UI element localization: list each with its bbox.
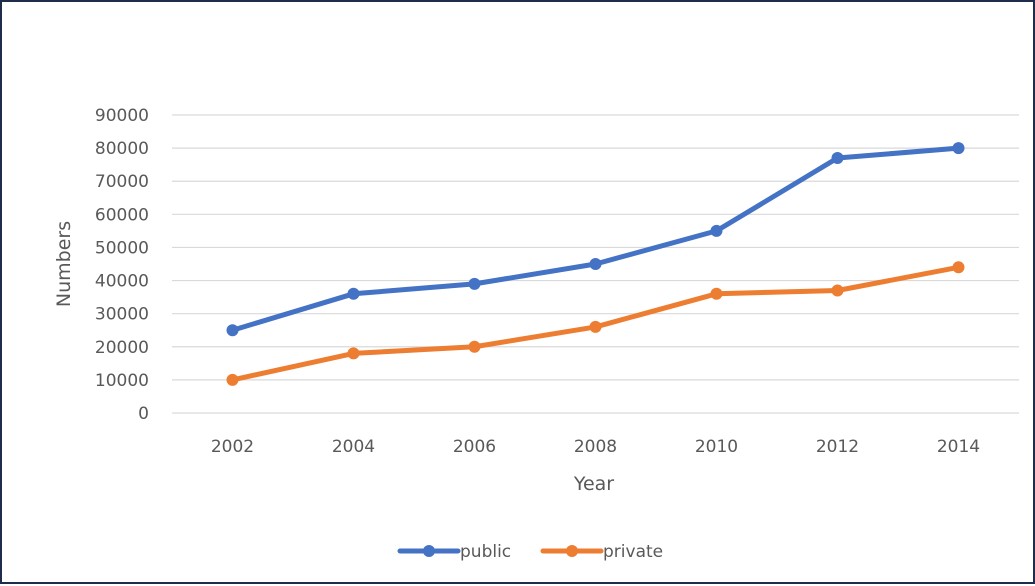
y-tick-label: 10000	[95, 371, 149, 391]
x-tick-label: 2002	[211, 437, 254, 457]
legend: public private	[397, 542, 663, 562]
data-point-public	[589, 258, 602, 270]
data-point-private	[468, 340, 481, 353]
x-tick-label: 2014	[937, 437, 980, 457]
legend-marker-private	[566, 545, 578, 557]
data-point-private	[226, 373, 239, 386]
x-tick-label: 2004	[332, 437, 375, 457]
data-point-public	[952, 142, 965, 155]
y-tick-label: 50000	[95, 238, 149, 258]
series-lines	[226, 142, 965, 386]
x-tick-label: 2008	[574, 437, 617, 457]
y-tick-label: 40000	[95, 272, 149, 292]
y-tick-label: 70000	[95, 172, 149, 192]
y-tick-label: 20000	[95, 338, 149, 358]
data-point-public	[226, 324, 239, 337]
y-tick-labels: 0 10000 20000 30000 40000 50000 60000 70000 8000…	[95, 106, 149, 424]
y-tick-label: 60000	[95, 205, 149, 225]
y-tick-label: 80000	[95, 139, 149, 159]
y-axis-title: Numbers	[53, 221, 75, 307]
y-tick-label: 0	[138, 404, 149, 424]
legend-label-private: private	[603, 542, 663, 562]
y-tick-label: 30000	[95, 305, 149, 325]
data-point-private	[710, 287, 723, 300]
legend-label-public: public	[460, 542, 511, 562]
data-point-private	[589, 320, 602, 333]
x-tick-labels: 2002 2004 2006 2008 2010 2012 2014	[211, 437, 980, 457]
data-point-public	[710, 224, 723, 237]
data-point-public	[347, 287, 360, 300]
x-tick-label: 2012	[816, 437, 859, 457]
data-point-public	[468, 277, 481, 290]
data-point-private	[952, 261, 965, 274]
gridlines	[172, 114, 1019, 414]
data-point-public	[831, 152, 844, 165]
data-point-private	[831, 284, 844, 297]
data-point-private	[347, 347, 360, 360]
legend-marker-public	[423, 545, 435, 557]
x-axis-title: Year	[573, 473, 614, 495]
x-tick-label: 2010	[695, 437, 738, 457]
y-tick-label: 90000	[95, 106, 149, 126]
series-line-public	[230, 145, 961, 333]
x-tick-label: 2006	[453, 437, 496, 457]
